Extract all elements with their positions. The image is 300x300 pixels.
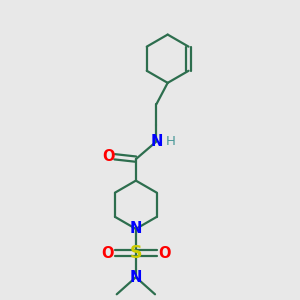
Text: O: O [101, 246, 114, 261]
Text: S: S [130, 244, 142, 262]
Text: O: O [158, 246, 170, 261]
Text: H: H [166, 135, 176, 148]
Text: N: N [130, 221, 142, 236]
Text: N: N [150, 134, 163, 149]
Text: O: O [102, 149, 114, 164]
Text: N: N [130, 270, 142, 285]
